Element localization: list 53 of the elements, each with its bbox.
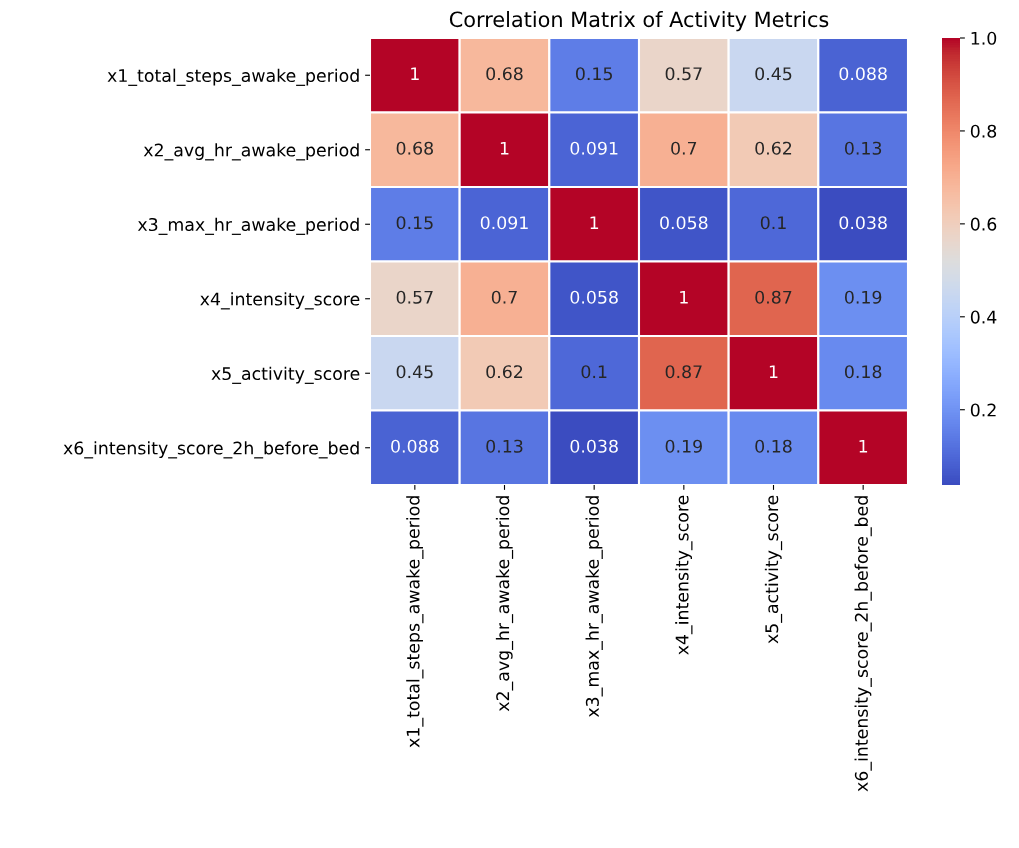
- data-label: 0.18: [755, 439, 792, 453]
- data-label: 1: [590, 216, 599, 230]
- data-label: 1: [859, 439, 868, 453]
- data-label: 0.87: [755, 290, 792, 304]
- data-label: 0.058: [570, 290, 618, 304]
- data-label: 0.038: [839, 216, 887, 230]
- data-label: 1: [680, 290, 688, 304]
- x-tick-label: x4_intensity_score: [675, 495, 693, 655]
- data-label: 0.19: [665, 439, 702, 453]
- data-label: 0.7: [671, 141, 697, 155]
- x-tick-label: x2_avg_hr_awake_period: [495, 496, 514, 712]
- data-label: 0.62: [755, 141, 792, 155]
- y-tick-label: x4_intensity_score: [200, 292, 360, 310]
- data-label: 0.45: [396, 365, 433, 379]
- y-tick-label: x6_intensity_score_2h_before_bed: [63, 441, 359, 459]
- data-label: 0.15: [396, 216, 433, 230]
- color-bar-label: 0.6: [970, 217, 997, 231]
- y-tick-label: x2_avg_hr_awake_period: [143, 143, 359, 161]
- data-label: 0.091: [570, 141, 618, 155]
- y-tick-label: x1_total_steps_awake_period: [107, 68, 359, 86]
- y-tick-label: x5_activity_score: [211, 366, 360, 384]
- color-bar-label: 0.4: [970, 310, 997, 324]
- data-label: 0.68: [486, 67, 523, 81]
- data-label: 1: [769, 365, 778, 379]
- data-label: 0.1: [581, 365, 607, 379]
- color-bar-label: 0.8: [970, 124, 997, 138]
- data-label: 0.19: [844, 290, 882, 304]
- data-label: 1: [411, 67, 419, 81]
- data-label: 0.1: [760, 216, 786, 230]
- data-label: 1: [500, 141, 509, 155]
- x-tick-label: x6_intensity_score_2h_before_bed: [854, 496, 872, 792]
- y-tick-label: x3_max_hr_awake_period: [137, 217, 359, 235]
- data-label: 0.13: [486, 439, 523, 453]
- data-label: 0.62: [486, 365, 523, 379]
- data-label: 0.091: [480, 216, 528, 230]
- data-label: 0.13: [844, 141, 882, 155]
- color-bar-label: 1.0: [971, 31, 997, 45]
- data-label: 0.038: [570, 439, 618, 453]
- data-label: 0.088: [839, 67, 887, 81]
- color-bar-label: 0.2: [970, 403, 996, 417]
- chart-title: Correlation Matrix of Activity Metrics: [449, 11, 829, 32]
- data-label: 0.15: [575, 67, 612, 81]
- data-label: 0.87: [665, 365, 702, 379]
- data-label: 0.058: [660, 216, 708, 230]
- x-tick-label: x3_max_hr_awake_period: [585, 496, 603, 718]
- data-label: 0.57: [396, 290, 433, 304]
- data-label: 0.18: [844, 365, 882, 379]
- data-label: 0.68: [396, 141, 433, 155]
- data-label: 0.088: [391, 439, 439, 453]
- data-label: 0.45: [755, 67, 792, 81]
- x-tick-label: x5_activity_score: [764, 495, 783, 644]
- data-label: 0.57: [665, 67, 702, 81]
- data-label: 0.7: [491, 290, 517, 304]
